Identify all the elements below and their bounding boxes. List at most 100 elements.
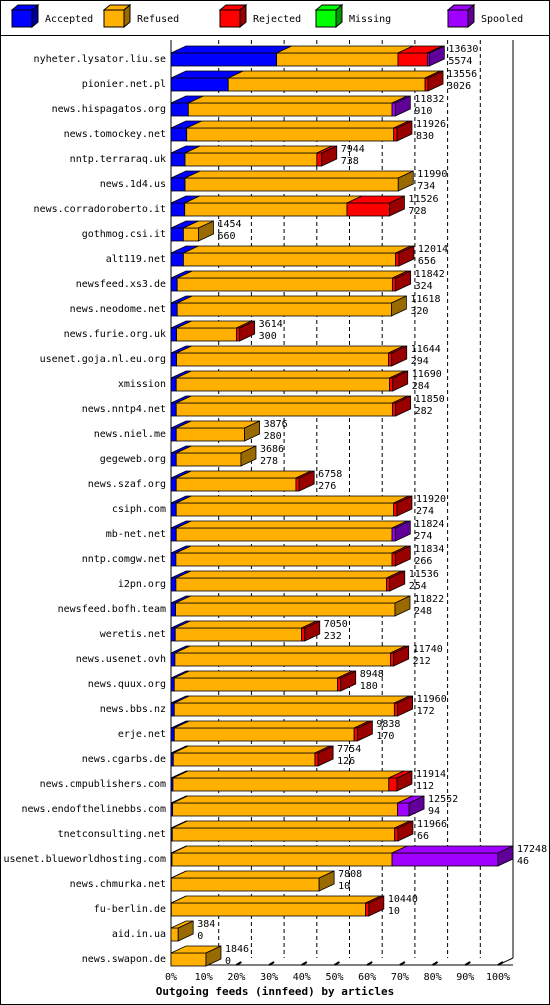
bar-top bbox=[175, 595, 411, 604]
bar-segment bbox=[393, 502, 398, 517]
y-tick-label: news.hispagatos.org bbox=[52, 104, 166, 115]
row-total: 7808 bbox=[338, 869, 362, 880]
row-accepted: 830 bbox=[416, 131, 434, 142]
bar-side bbox=[390, 295, 407, 317]
y-tick-label: tnetconsulting.net bbox=[58, 829, 166, 840]
x-tick bbox=[333, 961, 341, 966]
bar-segment bbox=[397, 802, 410, 817]
row-accepted: 656 bbox=[418, 256, 436, 267]
row-total: 9838 bbox=[376, 719, 400, 730]
bar-top bbox=[172, 795, 413, 804]
bar-segment bbox=[186, 127, 395, 142]
bar-segment bbox=[170, 152, 186, 167]
legend-swatch bbox=[219, 9, 241, 28]
bar-segment bbox=[386, 577, 391, 592]
bar-side bbox=[393, 645, 410, 667]
y-tick-label: news.bbs.nz bbox=[100, 704, 166, 715]
row-total: 7754 bbox=[337, 744, 361, 755]
bar-segment bbox=[170, 202, 186, 217]
bar-segment bbox=[276, 52, 399, 67]
bar-segment bbox=[173, 677, 338, 692]
bar-segment bbox=[295, 477, 300, 492]
x-tick-label: 10% bbox=[195, 972, 213, 983]
bar-segment bbox=[175, 527, 393, 542]
bar-segment bbox=[314, 752, 319, 767]
bar-segment bbox=[170, 952, 207, 967]
row-total: 12014 bbox=[418, 244, 448, 255]
bar-side bbox=[394, 595, 411, 617]
bar-segment bbox=[170, 227, 184, 242]
bar-segment bbox=[175, 502, 395, 517]
x-tick-label: 50% bbox=[325, 972, 343, 983]
y-tick-label: i2pn.org bbox=[118, 579, 166, 590]
bar-segment bbox=[176, 327, 237, 342]
bar-side bbox=[198, 220, 214, 242]
row-total: 3876 bbox=[264, 419, 288, 430]
y-tick-label: fu-berlin.de bbox=[94, 904, 166, 915]
y-tick-label: news.nntp4.net bbox=[82, 404, 166, 415]
bar-top bbox=[174, 695, 410, 704]
bar-segment bbox=[175, 552, 393, 567]
bar-segment bbox=[170, 877, 320, 892]
row-total: 11536 bbox=[409, 569, 439, 580]
row-accepted: 46 bbox=[517, 856, 529, 867]
bar-segment bbox=[176, 352, 389, 367]
bar-side bbox=[298, 470, 315, 492]
bar-side bbox=[396, 770, 413, 792]
bar-segment bbox=[184, 177, 399, 192]
bar-side bbox=[397, 695, 414, 717]
bar-segment bbox=[337, 677, 342, 692]
y-tick-label: news.tomockey.net bbox=[64, 129, 166, 140]
bar-segment bbox=[170, 627, 176, 642]
row-accepted: 320 bbox=[410, 306, 428, 317]
bar-top bbox=[171, 845, 408, 854]
row-accepted: 284 bbox=[412, 381, 430, 392]
bar-segment bbox=[170, 277, 178, 292]
bar-side bbox=[427, 70, 444, 92]
bar-segment bbox=[187, 102, 393, 117]
row-accepted: 910 bbox=[414, 106, 432, 117]
bar-segment bbox=[175, 377, 390, 392]
bar-side bbox=[395, 395, 412, 417]
y-tick-label: news.1d4.us bbox=[100, 179, 166, 190]
y-tick-label: newsfeed.bofh.team bbox=[58, 604, 166, 615]
row-accepted: 274 bbox=[414, 531, 432, 542]
bar-top bbox=[175, 620, 317, 629]
row-accepted: 728 bbox=[408, 206, 426, 217]
row-total: 7944 bbox=[341, 144, 365, 155]
bar-segment bbox=[346, 202, 390, 217]
bar-segment bbox=[175, 477, 297, 492]
row-accepted: 734 bbox=[417, 181, 435, 192]
row-accepted: 274 bbox=[416, 506, 434, 517]
y-tick-label: news.corradoroberto.it bbox=[34, 204, 166, 215]
row-accepted: 294 bbox=[411, 356, 429, 367]
row-total: 11740 bbox=[413, 644, 443, 655]
bar-segment bbox=[170, 927, 179, 942]
bar-side bbox=[397, 170, 414, 192]
bar-segment bbox=[301, 627, 306, 642]
x-tick bbox=[432, 961, 439, 966]
bar-segment bbox=[170, 127, 188, 142]
bar-side bbox=[394, 545, 411, 567]
bar-segment bbox=[175, 577, 387, 592]
bar-segment bbox=[170, 402, 177, 417]
bar-top bbox=[276, 45, 414, 54]
bar-top bbox=[176, 495, 409, 504]
row-total: 11990 bbox=[417, 169, 447, 180]
bar-segment bbox=[184, 152, 318, 167]
row-total: 7050 bbox=[324, 619, 348, 630]
row-accepted: 278 bbox=[260, 456, 278, 467]
y-tick-label: news.neodome.net bbox=[70, 304, 166, 315]
bar-segment bbox=[393, 702, 399, 717]
bar-top bbox=[176, 470, 312, 479]
bar-top bbox=[176, 345, 404, 354]
bar-top bbox=[176, 370, 405, 379]
bar-side bbox=[396, 120, 413, 142]
bar-segment bbox=[170, 477, 177, 492]
bar-segment bbox=[390, 652, 395, 667]
x-tick bbox=[301, 961, 308, 966]
row-accepted: 248 bbox=[414, 606, 432, 617]
bar-segment bbox=[175, 602, 396, 617]
bar-side bbox=[394, 95, 411, 117]
